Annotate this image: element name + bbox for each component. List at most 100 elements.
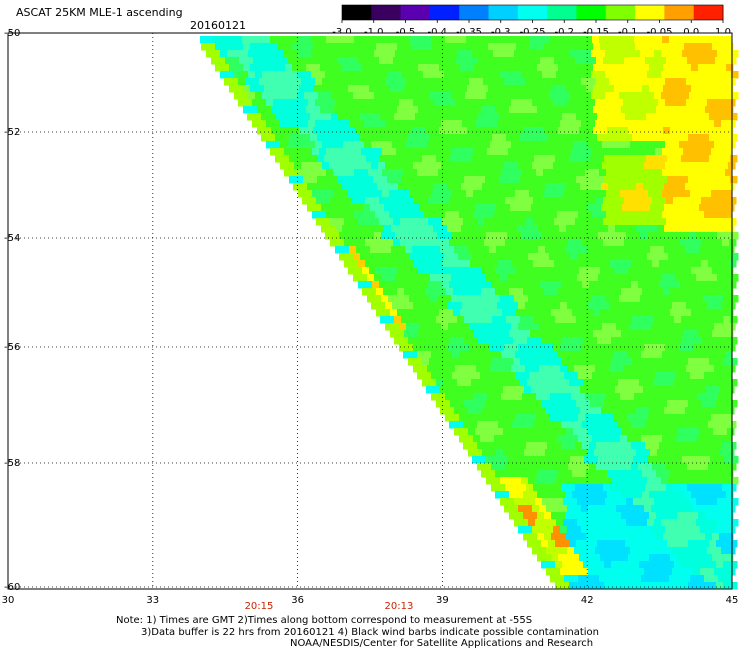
swath-cell (581, 365, 589, 373)
swath-cell (709, 113, 717, 121)
swath-cell (617, 442, 625, 450)
swath-cell (727, 225, 735, 233)
swath-cell (580, 204, 588, 212)
swath-cell (505, 260, 513, 268)
swath-cell (640, 50, 648, 58)
swath-cell (557, 351, 565, 359)
swath-cell (574, 78, 582, 86)
swath-cell (600, 554, 608, 562)
swath-cell (661, 253, 669, 261)
swath-cell (508, 36, 516, 44)
swath-cell (525, 99, 533, 107)
swath-cell (491, 218, 499, 226)
swath-cell (553, 526, 561, 534)
swath-cell (670, 64, 678, 72)
swath-cell (322, 99, 330, 107)
swath-cell (364, 78, 372, 86)
swath-cell (693, 78, 701, 86)
swath-cell (243, 106, 251, 114)
swath-cell (326, 148, 334, 156)
swath-cell (454, 204, 462, 212)
swath-cell (677, 64, 685, 72)
swath-cell (656, 267, 664, 275)
swath-cell (638, 442, 646, 450)
swath-cell (673, 57, 681, 65)
swath-cell (425, 64, 433, 72)
swath-cell (607, 330, 615, 338)
swath-cell (590, 337, 598, 345)
swath-cell (668, 295, 676, 303)
swath-cell (358, 281, 366, 289)
swath-cell (705, 470, 713, 478)
swath-cell (570, 456, 578, 464)
swath-cell (716, 358, 724, 366)
swath-cell (576, 134, 584, 142)
swath-cell (360, 253, 368, 261)
swath-cell (632, 358, 640, 366)
swath-cell (460, 267, 468, 275)
swath-cell (681, 337, 689, 345)
swath-cell (311, 71, 319, 79)
swath-cell (562, 155, 570, 163)
swath-cell (676, 211, 684, 219)
swath-cell (707, 344, 715, 352)
swath-cell (581, 141, 589, 149)
swath-cell (375, 211, 383, 219)
swath-cell (658, 162, 666, 170)
swath-cell (628, 43, 636, 51)
swath-cell (550, 148, 558, 156)
swath-cell (256, 36, 264, 44)
swath-cell (663, 330, 671, 338)
swath-cell (467, 43, 475, 51)
swath-cell (690, 148, 698, 156)
swath-cell (639, 337, 647, 345)
swath-cell (688, 316, 696, 324)
swath-cell (722, 57, 730, 65)
swath-cell (562, 358, 570, 366)
swath-cell (499, 379, 507, 387)
swath-cell (607, 491, 615, 499)
swath-cell (491, 442, 499, 450)
swath-cell (478, 337, 486, 345)
swath-cell (367, 71, 375, 79)
swath-cell (411, 64, 419, 72)
swath-cell (392, 99, 400, 107)
swath-cell (622, 225, 630, 233)
swath-cell (604, 379, 612, 387)
swath-cell (686, 120, 694, 128)
swath-cell (602, 505, 610, 513)
swath-cell (571, 148, 579, 156)
swath-cell (722, 239, 730, 247)
swath-cell (334, 127, 342, 135)
swath-cell (541, 134, 549, 142)
swath-cell (648, 351, 656, 359)
swath-cell (500, 50, 508, 58)
swath-cell (706, 386, 714, 394)
swath-cell (469, 162, 477, 170)
swath-cell (593, 512, 601, 520)
swath-cell (441, 302, 449, 310)
swath-cell (677, 85, 685, 93)
swath-cell (257, 106, 265, 114)
swath-cell (711, 435, 719, 443)
swath-cell (614, 106, 622, 114)
swath-cell (560, 505, 568, 513)
swath-cell (626, 274, 634, 282)
swath-cell (468, 246, 476, 254)
swath-cell (598, 253, 606, 261)
swath-cell (497, 302, 505, 310)
swath-cell (507, 295, 515, 303)
swath-cell (560, 568, 568, 576)
swath-cell (714, 141, 722, 149)
swath-cell (493, 50, 501, 58)
swath-cell (579, 127, 587, 135)
swath-cell (548, 379, 556, 387)
swath-cell (423, 274, 431, 282)
swath-cell (572, 85, 580, 93)
swath-cell (345, 113, 353, 121)
swath-cell (657, 183, 665, 191)
swath-cell (459, 169, 467, 177)
swath-cell (700, 365, 708, 373)
swath-cell (560, 344, 568, 352)
swath-cell (289, 113, 297, 121)
